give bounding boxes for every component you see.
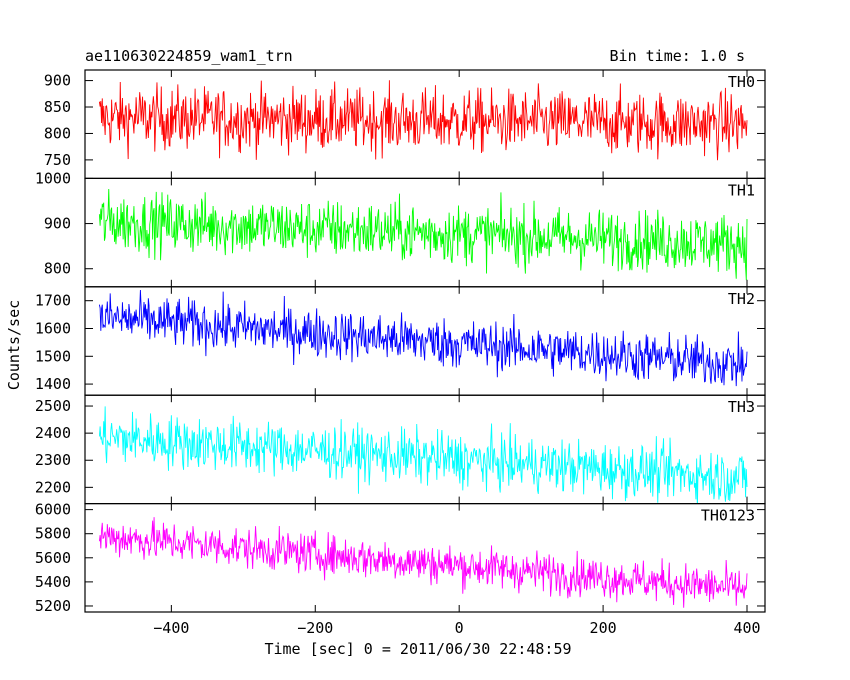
series-th0-line xyxy=(98,80,748,161)
x-tick-label: −200 xyxy=(297,619,333,637)
y-tick-label: 2200 xyxy=(35,478,71,496)
y-tick-label: 6000 xyxy=(35,501,71,519)
series-th2-line xyxy=(98,289,748,387)
x-tick-label: 400 xyxy=(733,619,760,637)
panels-group: 750 800 850 900 TH0 800 900 1000 TH1 1400 1500 1600… xyxy=(35,69,766,637)
y-tick-label: 1600 xyxy=(35,319,71,337)
y-tick-label: 5600 xyxy=(35,549,71,567)
panel-label-th0123: TH0123 xyxy=(701,507,755,525)
y-tick-label: 750 xyxy=(44,151,71,169)
bin-time-label: Bin time: 1.0 s xyxy=(610,47,745,65)
y-tick-label: 800 xyxy=(44,260,71,278)
y-tick-label: 1400 xyxy=(35,375,71,393)
series-th1-line xyxy=(98,188,748,281)
y-tick-label: 1700 xyxy=(35,292,71,310)
chart-title: ae110630224859_wam1_trn xyxy=(85,47,293,65)
y-tick-label: 1000 xyxy=(35,169,71,187)
panel-label-th3: TH3 xyxy=(728,398,755,416)
x-tick-label: 200 xyxy=(590,619,617,637)
x-tick-label: −400 xyxy=(153,619,189,637)
panel-label-th1: TH1 xyxy=(728,181,755,199)
y-tick-label: 5400 xyxy=(35,573,71,591)
y-tick-label: 2400 xyxy=(35,424,71,442)
panel-label-th0: TH0 xyxy=(728,73,755,91)
y-tick-label: 2300 xyxy=(35,451,71,469)
y-tick-label: 1500 xyxy=(35,347,71,365)
y-tick-label: 5200 xyxy=(35,597,71,615)
y-tick-label: 900 xyxy=(44,215,71,233)
y-tick-label: 850 xyxy=(44,98,71,116)
series-th3-line xyxy=(98,406,748,504)
x-axis-label: Time [sec] 0 = 2011/06/30 22:48:59 xyxy=(264,640,571,658)
y-tick-label: 2500 xyxy=(35,397,71,415)
panel-label-th2: TH2 xyxy=(728,290,755,308)
y-tick-label: 5800 xyxy=(35,525,71,543)
y-axis-label: Counts/sec xyxy=(5,300,23,390)
series-th0123-line xyxy=(98,517,748,608)
y-tick-label: 800 xyxy=(44,124,71,142)
x-tick-label: 0 xyxy=(455,619,464,637)
y-tick-label: 900 xyxy=(44,72,71,90)
